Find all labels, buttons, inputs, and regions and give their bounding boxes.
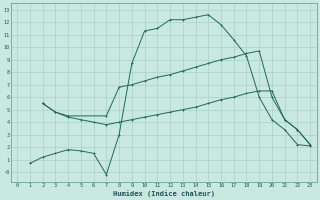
X-axis label: Humidex (Indice chaleur): Humidex (Indice chaleur) <box>113 190 215 197</box>
